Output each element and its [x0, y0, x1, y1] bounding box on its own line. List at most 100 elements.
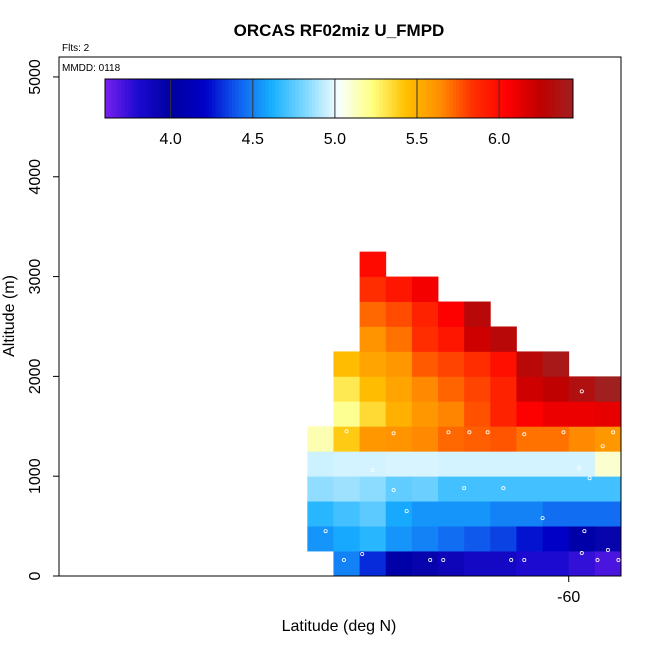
heatmap-cells — [307, 251, 622, 577]
date-annotation: MMDD: 0118 — [62, 63, 121, 74]
heatmap-cell — [438, 426, 465, 452]
heatmap-cell — [385, 526, 413, 552]
colorbar-segment — [322, 79, 327, 118]
colorbar-segment — [472, 79, 477, 118]
colorbar-segment — [238, 79, 243, 118]
colorbar-segment — [181, 79, 186, 118]
heatmap-cell — [359, 326, 387, 352]
colorbar-segment — [496, 79, 500, 118]
heatmap-cell — [307, 476, 334, 502]
colorbar-segment — [402, 79, 407, 118]
colorbar-segment — [262, 79, 266, 118]
heatmap-cell — [542, 426, 570, 452]
colorbar-segment — [412, 79, 417, 118]
heatmap-cell — [516, 351, 543, 377]
colorbar-segment — [158, 79, 163, 118]
heatmap-cell — [594, 426, 622, 452]
heatmap-cell — [464, 451, 491, 477]
sample-point — [404, 509, 409, 514]
heatmap-cell — [516, 451, 543, 477]
colorbar-segment — [452, 79, 457, 118]
colorbar-segment — [385, 79, 390, 118]
heatmap-cell — [385, 326, 413, 352]
sample-point — [391, 431, 396, 436]
heatmap-cell — [359, 276, 387, 302]
heatmap-cell — [438, 476, 465, 502]
colorbar-segment — [145, 79, 149, 118]
colorbar-segment — [479, 79, 484, 118]
heatmap-cell — [438, 501, 465, 527]
heatmap-cell — [490, 501, 517, 527]
heatmap-cell — [594, 376, 622, 402]
sample-point — [582, 529, 587, 534]
heatmap-cell — [385, 376, 413, 402]
colorbar-segment — [342, 79, 347, 118]
colorbar-segment — [218, 79, 223, 118]
colorbar-segment — [302, 79, 307, 118]
heatmap-cell — [359, 526, 387, 552]
colorbar-segment — [151, 79, 156, 118]
heatmap-cell — [438, 401, 465, 427]
heatmap-cell — [411, 551, 439, 577]
y-tick-label: 0 — [27, 571, 44, 580]
heatmap-cell — [568, 451, 596, 477]
sample-point — [587, 476, 592, 481]
colorbar-segment — [131, 79, 136, 118]
colorbar-segment — [542, 79, 547, 118]
colorbar-segment — [476, 79, 480, 118]
colorbar-segment — [546, 79, 551, 118]
colorbar-segment — [512, 79, 517, 118]
colorbar-segment — [566, 79, 571, 118]
heatmap-cell — [333, 476, 361, 502]
colorbar-segment — [178, 79, 183, 118]
colorbar-segment — [532, 79, 537, 118]
colorbar-segment — [562, 79, 567, 118]
sample-point — [360, 552, 365, 557]
colorbar-tick-label: 4.0 — [160, 131, 182, 148]
colorbar-segment — [509, 79, 514, 118]
colorbar-segment — [258, 79, 263, 118]
heatmap-cell — [333, 451, 361, 477]
y-tick-label: 3000 — [27, 259, 44, 295]
heatmap-cell — [516, 426, 543, 452]
heatmap-cell — [568, 526, 596, 552]
heatmap-cell — [411, 451, 439, 477]
sample-point — [600, 444, 605, 449]
colorbar-segment — [466, 79, 470, 118]
colorbar-segment — [549, 79, 554, 118]
heatmap-cell — [385, 451, 413, 477]
colorbar-segment — [489, 79, 494, 118]
colorbar-segment — [308, 79, 313, 118]
colorbar-segment — [298, 79, 303, 118]
colorbar-segment — [482, 79, 487, 118]
heatmap-cell — [516, 501, 543, 527]
colorbar-segment — [439, 79, 444, 118]
heatmap-cell — [333, 401, 361, 427]
colorbar-segment — [295, 79, 300, 118]
colorbar-segment — [138, 79, 143, 118]
colorbar-segment — [506, 79, 510, 118]
heatmap-cell — [542, 501, 570, 527]
colorbar-segment — [529, 79, 534, 118]
heatmap-cell — [359, 551, 387, 577]
colorbar-segment — [248, 79, 253, 118]
heatmap-cell — [464, 526, 491, 552]
colorbar-segment — [456, 79, 460, 118]
heatmap-cell — [594, 526, 622, 552]
colorbar-segment — [275, 79, 280, 118]
colorbar-segment — [335, 79, 340, 118]
colorbar-segment — [516, 79, 521, 118]
colorbar-segment — [392, 79, 397, 118]
heatmap-cell — [490, 451, 517, 477]
heatmap-cell — [594, 476, 622, 502]
heatmap-cell — [490, 351, 517, 377]
heatmap-cell — [359, 501, 387, 527]
colorbar-segment — [125, 79, 129, 118]
colorbar-segment — [312, 79, 317, 118]
y-tick-label: 5000 — [27, 59, 44, 95]
colorbar-segment — [228, 79, 233, 118]
colorbar-segment — [175, 79, 180, 118]
colorbar-segment — [111, 79, 116, 118]
colorbar-segment — [425, 79, 430, 118]
heatmap-cell — [516, 376, 543, 402]
